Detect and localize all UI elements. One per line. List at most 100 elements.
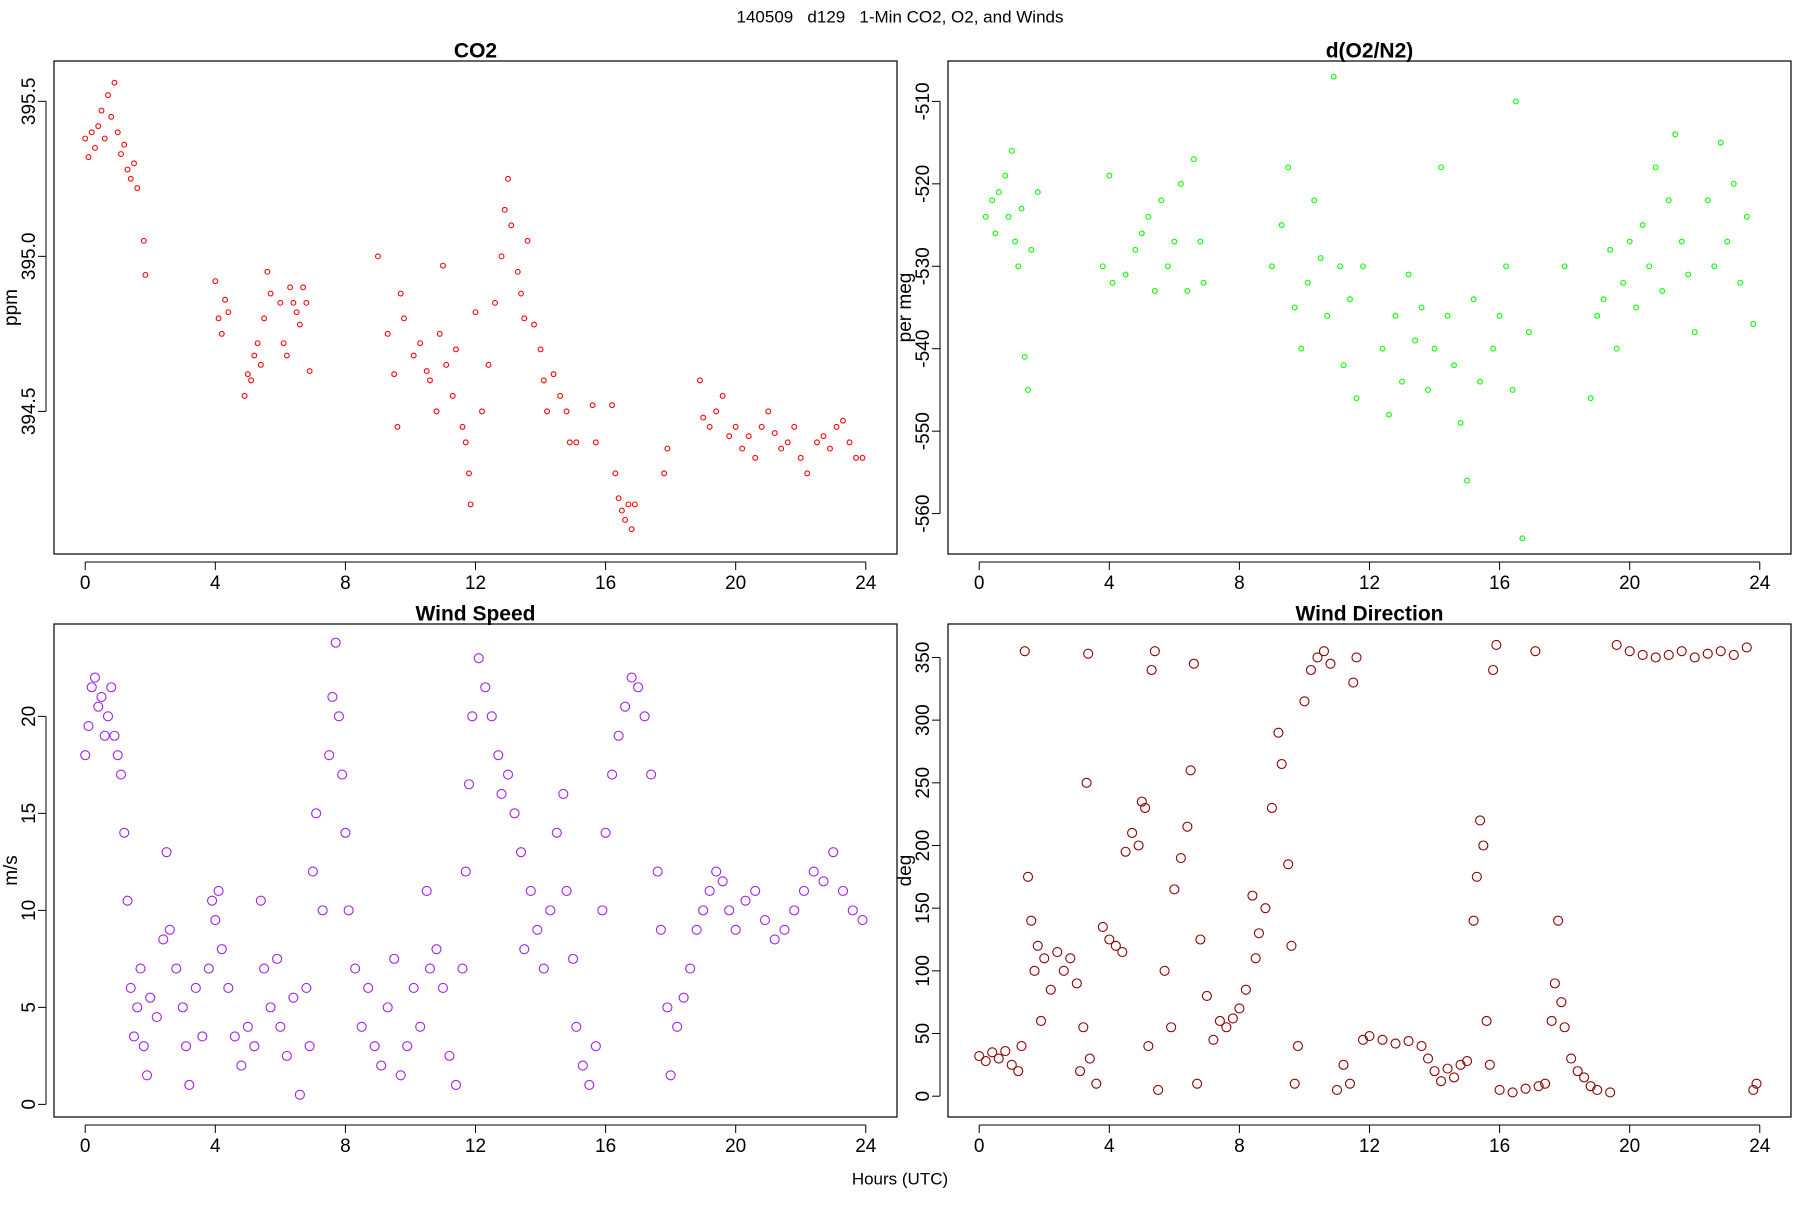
- data-point: [704, 885, 715, 897]
- data-point: [124, 166, 131, 173]
- data-point: [1153, 1084, 1164, 1095]
- data-point: [1273, 727, 1284, 738]
- data-point: [115, 769, 127, 780]
- data-point: [1312, 652, 1323, 663]
- data-point: [566, 439, 573, 446]
- data-point: [473, 653, 484, 664]
- data-point: [1512, 98, 1519, 105]
- data-point: [1032, 940, 1043, 951]
- data-point: [992, 230, 999, 237]
- data-point: [626, 672, 637, 683]
- data-point: [112, 750, 123, 761]
- data-point: [1405, 271, 1412, 278]
- data-point: [618, 507, 625, 514]
- data-point: [410, 352, 417, 359]
- x-tick-label: 4: [210, 1136, 221, 1157]
- data-point: [1633, 304, 1640, 311]
- data-point: [791, 423, 798, 430]
- data-point: [423, 368, 430, 375]
- data-point: [1451, 362, 1458, 369]
- data-point: [573, 439, 580, 446]
- data-point: [106, 682, 117, 693]
- data-point: [502, 769, 514, 780]
- data-point: [131, 160, 137, 167]
- data-point: [980, 1056, 991, 1067]
- data-point: [389, 953, 400, 964]
- data-point: [1422, 1053, 1434, 1064]
- data-point: [99, 730, 110, 741]
- data-point: [1084, 1053, 1095, 1064]
- data-point: [1491, 639, 1502, 650]
- data-point: [98, 107, 105, 114]
- y-tick-label: 395.5: [19, 78, 40, 126]
- data-point: [853, 454, 859, 461]
- data-point: [1078, 1022, 1089, 1033]
- data-point: [134, 185, 141, 192]
- data-point: [1594, 312, 1601, 319]
- data-point: [128, 1031, 140, 1042]
- data-point: [158, 934, 169, 945]
- data-point: [1436, 1076, 1447, 1087]
- data-point: [1006, 1059, 1017, 1070]
- data-point: [272, 953, 283, 964]
- data-point: [1464, 477, 1471, 484]
- data-point: [177, 1002, 188, 1013]
- data-point: [1012, 238, 1018, 245]
- data-point: [1097, 921, 1108, 933]
- data-point: [769, 934, 780, 945]
- data-point: [376, 1060, 387, 1071]
- data-point: [1188, 658, 1199, 669]
- data-point: [251, 352, 258, 359]
- data-point: [498, 253, 505, 260]
- data-point: [1637, 649, 1648, 661]
- data-point: [424, 963, 436, 974]
- data-point: [105, 92, 111, 99]
- data-point: [1052, 946, 1063, 958]
- data-point: [1652, 164, 1659, 171]
- data-point: [1429, 1066, 1440, 1077]
- data-point: [1438, 164, 1445, 171]
- data-point: [993, 1053, 1004, 1064]
- data-point: [83, 721, 94, 732]
- data-point: [1390, 1038, 1401, 1049]
- x-tick-label: 12: [1359, 573, 1380, 594]
- data-point: [216, 944, 227, 955]
- data-point: [989, 197, 996, 204]
- data-point: [1449, 1072, 1460, 1083]
- data-point: [719, 392, 726, 399]
- data-point: [1200, 279, 1207, 286]
- data-point: [324, 750, 335, 761]
- y-tick-label: 394.5: [19, 388, 40, 436]
- data-point: [88, 129, 95, 136]
- data-point: [1611, 639, 1622, 650]
- data-point: [1035, 1015, 1047, 1027]
- y-tick-label: 5: [19, 1002, 40, 1013]
- data-point: [1029, 965, 1040, 976]
- data-point: [1197, 238, 1204, 245]
- data-point: [557, 392, 564, 399]
- data-point: [995, 189, 1002, 196]
- data-point: [1425, 386, 1431, 393]
- data-point: [1109, 279, 1116, 286]
- data-point: [436, 330, 443, 337]
- x-tick-label: 4: [1104, 1136, 1115, 1157]
- data-point: [1132, 246, 1139, 253]
- data-point: [544, 408, 551, 415]
- data-point: [108, 113, 115, 120]
- panel-title: Wind Direction: [1296, 603, 1444, 626]
- data-point: [631, 501, 638, 508]
- data-point: [486, 711, 497, 722]
- data-point: [480, 682, 491, 693]
- data-point: [96, 691, 107, 703]
- data-point: [89, 672, 101, 683]
- data-point: [101, 135, 108, 142]
- y-tick-label: 20: [19, 706, 40, 727]
- data-point: [1292, 1041, 1303, 1052]
- data-point: [207, 895, 218, 906]
- data-point: [1021, 354, 1028, 360]
- data-point: [394, 423, 401, 430]
- figure-title: 140509 d129 1-Min CO2, O2, and Winds: [737, 7, 1064, 26]
- x-tick-label: 24: [1749, 1136, 1771, 1157]
- data-point: [837, 885, 849, 897]
- data-point: [1724, 238, 1731, 245]
